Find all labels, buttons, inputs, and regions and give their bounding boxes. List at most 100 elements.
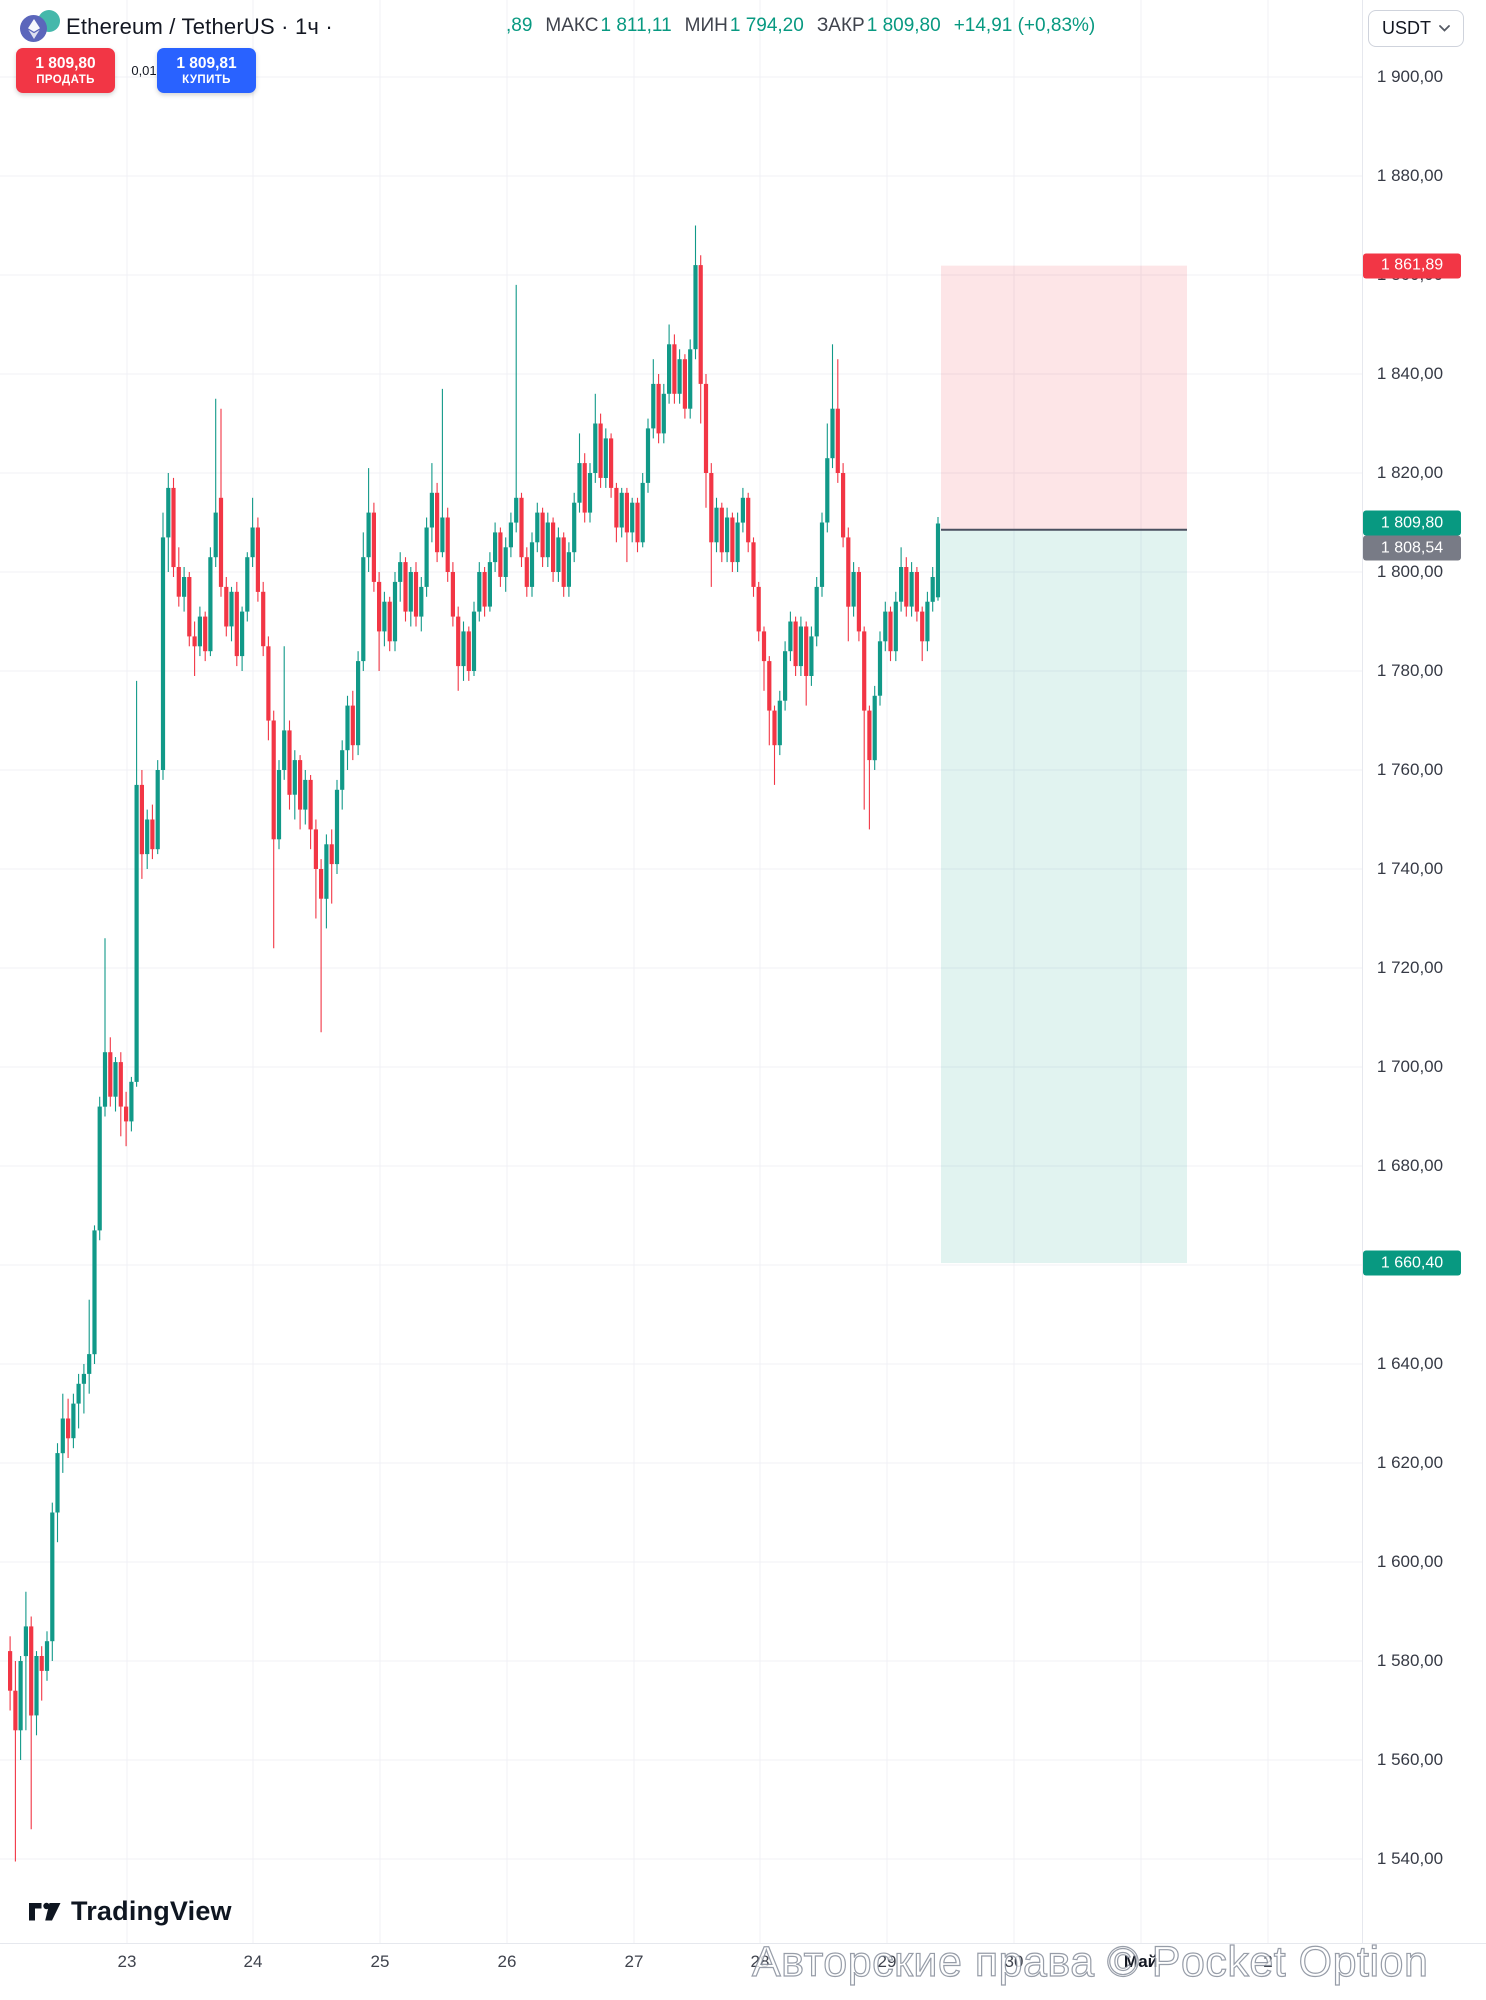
candle-body [456, 616, 461, 667]
candle-body [603, 438, 608, 478]
currency-dropdown-label: USDT [1382, 18, 1431, 38]
candle-body [904, 567, 909, 607]
candle-body [229, 591, 234, 627]
candle-body [830, 408, 835, 459]
candle-body [160, 537, 166, 770]
candle-body [182, 577, 187, 597]
price-tag[interactable]: 1 809,80 [1363, 510, 1461, 536]
candle-body [672, 344, 677, 394]
candle-body [477, 572, 482, 612]
time-axis-label: 30 [1004, 1952, 1024, 1971]
candle-body [408, 572, 413, 612]
candle-body [624, 492, 629, 533]
price-axis-label: 1 780,00 [1376, 661, 1444, 680]
candle-body [34, 1656, 39, 1716]
candle-body [271, 720, 276, 840]
candle-body [561, 537, 566, 587]
candle-body [703, 383, 709, 473]
candle-body [361, 557, 366, 662]
candle-body [804, 626, 809, 676]
price-axis-label: 1 620,00 [1376, 1453, 1444, 1472]
candle-body [445, 517, 450, 572]
candle-body [71, 1403, 76, 1439]
candle-body [914, 572, 919, 612]
candle-body [693, 265, 698, 350]
candle-body [366, 512, 371, 558]
candle-body [382, 601, 387, 632]
candle-body [819, 522, 825, 587]
candle-body [97, 1106, 102, 1231]
price-tag[interactable]: 1 660,40 [1363, 1250, 1461, 1276]
candle-body [23, 1626, 28, 1657]
price-axis-label: 1 580,00 [1376, 1651, 1444, 1670]
candle-body [145, 819, 150, 855]
legend-item: +14,91 (+0,83%) [954, 15, 1096, 37]
candle-body [50, 1512, 55, 1642]
time-axis-label: 24 [243, 1952, 263, 1971]
time-axis-label: 26 [497, 1952, 517, 1971]
candle-body [835, 408, 840, 473]
ethereum-circle-icon [20, 15, 47, 42]
stop-loss-zone[interactable] [941, 265, 1187, 530]
candle-body [102, 1052, 108, 1107]
time-axis-label: 27 [624, 1952, 644, 1971]
candle-body [524, 557, 529, 587]
currency-dropdown[interactable]: USDT [1368, 10, 1464, 47]
take-profit-zone[interactable] [941, 529, 1187, 1264]
legend-value: 1 811,11 [600, 15, 672, 36]
sell-price: 1 809,80 [35, 54, 96, 72]
candle-body [920, 611, 925, 642]
price-axis-label: 1 560,00 [1376, 1750, 1444, 1769]
time-axis-label: 23 [117, 1952, 137, 1971]
candle-body [814, 586, 819, 637]
candle-body [529, 542, 535, 587]
candle-body [166, 487, 171, 538]
candle-body [334, 789, 340, 865]
legend-item: ,89 [506, 15, 532, 37]
candle-body [909, 572, 914, 607]
candle-body [155, 770, 160, 850]
candle-body [139, 784, 144, 855]
candle-body [508, 522, 513, 548]
candle-body [841, 473, 846, 538]
tradingview-mark-icon [29, 1902, 61, 1920]
candle-body [503, 547, 508, 577]
candle-body [8, 1651, 13, 1691]
tradingview-logo[interactable]: TradingView [28, 1896, 232, 1927]
candle-body [793, 621, 798, 667]
candle-body [150, 819, 155, 850]
candle-body [719, 507, 724, 553]
price-axis-label: 1 760,00 [1376, 760, 1444, 779]
candle-body [645, 428, 651, 483]
candle-body [487, 562, 492, 607]
price-axis-label: 1 700,00 [1376, 1057, 1444, 1076]
candle-body [640, 482, 645, 543]
price-axis-label: 1 800,00 [1376, 562, 1444, 581]
candle-body [688, 349, 693, 409]
candle-body [667, 344, 672, 394]
candle-body [545, 522, 550, 558]
candle-body [18, 1661, 23, 1731]
buy-button[interactable]: 1 809,81 КУПИТЬ [157, 48, 256, 93]
candle-body [466, 631, 471, 671]
candle-body [435, 492, 440, 553]
price-tag[interactable]: 1 808,54 [1363, 535, 1461, 561]
candle-body [350, 705, 355, 746]
candle-body [756, 586, 761, 632]
ethereum-glyph-icon [27, 18, 40, 39]
candle-body [709, 473, 714, 543]
candle-body [661, 393, 666, 434]
sell-button[interactable]: 1 809,80 ПРОДАТЬ [16, 48, 115, 93]
symbol-title[interactable]: Ethereum / TetherUS · 1ч · [66, 14, 333, 39]
candle-body [593, 423, 598, 473]
candle-body [450, 572, 455, 617]
candle-body [899, 567, 904, 602]
candle-body [493, 532, 498, 563]
legend-label: МИН [684, 15, 728, 36]
candle-body [245, 557, 250, 612]
tradingview-wordmark: TradingView [71, 1896, 232, 1926]
candle-body [930, 577, 935, 602]
price-tag[interactable]: 1 861,89 [1363, 253, 1461, 279]
